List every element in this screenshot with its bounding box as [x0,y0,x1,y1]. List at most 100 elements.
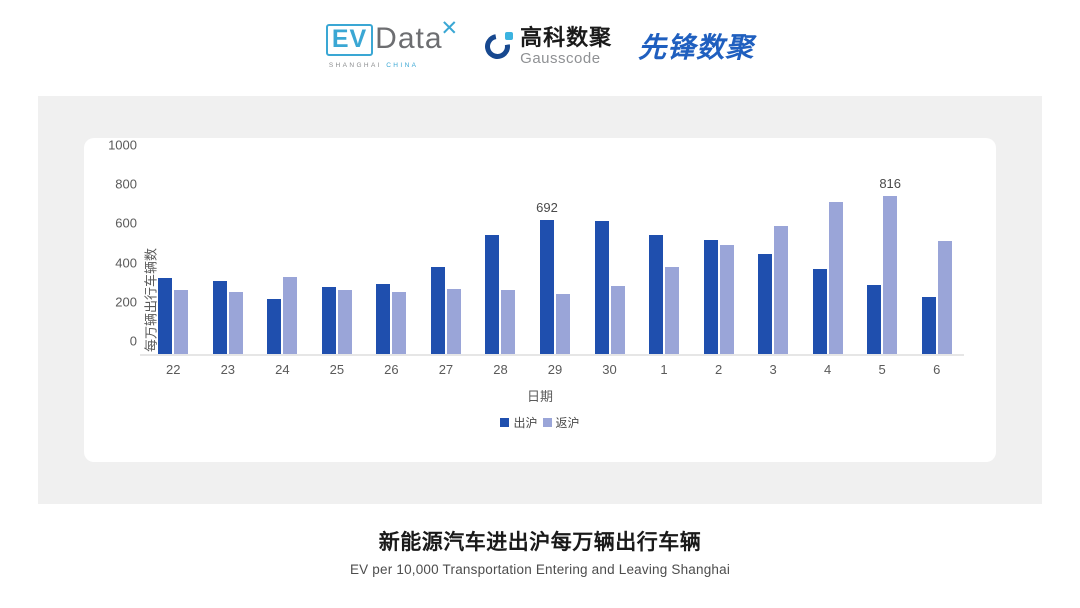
bar-out-series [158,278,173,356]
legend-swatch-icon [542,418,552,427]
bar-out-series [376,283,391,356]
x-axis-title: 日期 [526,389,553,404]
y-tick-label: 0 [129,333,137,349]
bar-out-series [594,221,609,356]
bar-out-series: 692 [536,200,558,356]
bar-out-series [703,240,718,356]
bar-in-series [719,245,734,356]
bar-out-series [430,267,445,356]
gausscode-mark-icon [480,29,516,64]
bar-group [691,160,746,356]
bar-in-series [665,266,680,356]
bar-group [746,160,801,356]
chart-legend: 出沪 返沪 [84,414,996,431]
bar-value-label: 816 [879,176,902,192]
x-tick-label: 4 [824,362,832,377]
evdata-logo: EV Data ✕ SHANGHAI CHINA [325,18,459,69]
bar-in-series [774,225,789,356]
bar-out-series [321,287,336,356]
bar-group [800,160,855,356]
bar-group [637,160,692,356]
bar-in-series [610,285,625,356]
evdata-cross-icon: ✕ [440,16,460,40]
x-tick-label: 27 [438,362,454,377]
bar-group [146,160,201,356]
bar-out-series [758,254,773,356]
bar-group [201,160,256,356]
bar-out-series [921,296,936,356]
x-tick-label: 29 [547,362,563,377]
x-tick-label: 3 [769,362,777,377]
gausscode-name-cn: 高科数聚 [520,24,613,50]
bar-in-series [555,293,570,356]
bar-in-series [228,292,243,356]
bar-group: 692 [528,160,583,356]
bar-group: 816 [855,160,910,356]
evdata-tagline-china: CHINA [386,61,419,69]
bar-out-series [867,285,882,356]
y-tick-label: 1000 [108,137,137,153]
bar-groups: 692 816 [146,160,964,356]
evdata-logo-main: EV Data ✕ [325,18,459,56]
bar-group [364,160,419,356]
x-tick-label: 28 [493,362,508,377]
gausscode-logo: 高科数聚 Gausscode [480,24,613,67]
x-tick-label: 6 [933,362,941,377]
bar-group [909,160,964,356]
x-tick-label: 2 [714,362,723,377]
bar-out-series [485,235,500,356]
bar-in-series [501,289,516,356]
bar-value-label: 692 [536,200,558,216]
bar-in-series [828,201,843,356]
x-axis-line [140,354,964,356]
legend-swatch-icon [500,418,510,427]
xianfeng-logo: 先锋数聚 [638,31,755,64]
gausscode-name-en: Gausscode [520,49,601,67]
y-tick-label: 800 [115,176,137,192]
bar-in-series: 816 [879,176,901,356]
bar-group [310,160,365,356]
caption-block: 新能源汽车进出沪每万辆出行车辆 EV per 10,000 Transporta… [0,526,1080,577]
x-tick-label: 23 [220,362,236,377]
x-tick-label: 25 [329,362,345,377]
evdata-tagline: SHANGHAI CHINA [329,62,419,69]
chart-panel: 每万辆出行车辆数 1000 800 600 400 200 0 692 816 22 23 24… [38,96,1042,504]
x-tick-label: 1 [660,362,668,377]
chart-card: 每万辆出行车辆数 1000 800 600 400 200 0 692 816 22 23 24… [84,138,996,462]
bar-out-series [212,280,227,356]
y-tick-label: 200 [115,294,137,310]
x-tick-label: 24 [275,362,290,377]
bar-in-series [337,289,352,356]
y-tick-label: 400 [115,255,137,271]
bar-group [255,160,310,356]
bar-out-series [267,299,282,356]
bar-out-series [649,235,664,356]
legend-label: 返沪 [555,416,580,430]
bar-in-series [446,288,461,356]
bar-chart: 每万辆出行车辆数 1000 800 600 400 200 0 692 816 22 23 24… [84,138,996,462]
caption-subtitle-en: EV per 10,000 Transportation Entering an… [349,562,731,577]
gausscode-text: 高科数聚 Gausscode [520,24,613,67]
x-axis-labels: 22 23 24 25 26 27 28 29 30 1 2 3 4 5 6 [146,362,964,377]
evdata-tagline-shanghai: SHANGHAI [328,61,382,69]
evdata-ev-badge: EV [325,23,374,56]
evdata-wordmark: Data [375,21,443,55]
bar-in-series [392,291,407,356]
plot-area: 1000 800 600 400 200 0 692 816 [108,138,964,356]
legend-label: 出沪 [513,416,538,430]
bar-out-series [812,268,827,356]
y-tick-label: 600 [115,215,137,231]
legend-item[interactable]: 返沪 [542,414,580,431]
logo-bar: EV Data ✕ SHANGHAI CHINA 高科数聚 Gausscode … [0,0,1080,92]
bar-in-series [174,289,189,356]
bar-group [473,160,528,356]
x-tick-label: 22 [166,362,181,377]
bar-in-series [283,276,298,356]
legend-item[interactable]: 出沪 [500,414,538,431]
bar-group [582,160,637,356]
x-tick-label: 5 [878,362,886,377]
bar-group [419,160,474,356]
x-tick-label: 26 [384,362,399,377]
x-tick-label: 30 [602,362,617,377]
caption-title-cn: 新能源汽车进出沪每万辆出行车辆 [378,531,702,554]
